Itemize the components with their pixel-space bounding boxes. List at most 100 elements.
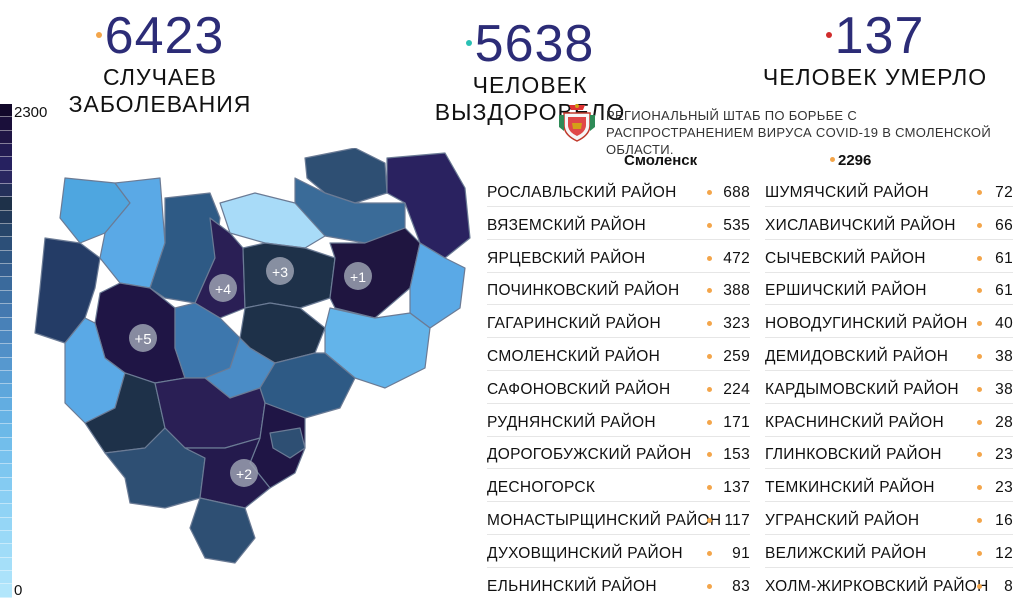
district-shape[interactable] (219, 192, 326, 249)
district-row: ШУМЯЧСКИЙ РАЙОН 72 (765, 178, 1013, 207)
district-name: СЫЧЕВСКИЙ РАЙОН (765, 249, 926, 267)
bullet-icon (977, 419, 982, 425)
legend-band (0, 557, 12, 572)
recovered-count: 5638 (474, 15, 595, 73)
legend-band (0, 277, 12, 291)
cases-label: СЛУЧАЕВ ЗАБОЛЕВАНИЯ (68, 64, 252, 117)
district-value: 91 (732, 544, 750, 562)
legend-band (0, 437, 12, 451)
district-name: ВЕЛИЖСКИЙ РАЙОН (765, 544, 927, 562)
district-name: РУДНЯНСКИЙ РАЙОН (487, 413, 656, 431)
bullet-icon (977, 255, 982, 261)
legend-band (0, 224, 12, 238)
district-value: 259 (723, 348, 750, 365)
legend-band (0, 424, 12, 438)
hq-heading: РЕГИОНАЛЬНЫЙ ШТАБ ПО БОРЬБЕ С РАСПРОСТРА… (606, 108, 991, 157)
bullet-icon (707, 288, 712, 294)
legend-band (0, 544, 12, 558)
district-shape[interactable] (269, 427, 306, 459)
recovered-stat: 5638 ЧЕЛОВЕК ВЫЗДОРОВЕЛО (380, 18, 680, 126)
smolensk-name: Смоленск (624, 152, 698, 169)
district-row: ХИСЛАВИЧСКИЙ РАЙОН 66 (765, 211, 1013, 240)
district-row: ВЕЛИЖСКИЙ РАЙОН 12 (765, 539, 1013, 568)
district-row: ВЯЗЕМСКИЙ РАЙОН 535 (487, 211, 750, 240)
legend-band (0, 584, 12, 598)
legend-band (0, 370, 12, 385)
badge-circle (230, 459, 258, 487)
legend-max-label: 2300 (14, 104, 48, 121)
district-value: 16 (995, 512, 1013, 529)
bullet-icon (707, 386, 712, 392)
district-value: 40 (995, 315, 1013, 333)
district-row: МОНАСТЫРЩИНСКИЙ РАЙОН 117 (487, 506, 750, 535)
district-row: ЕЛЬНИНСКИЙ РАЙОН 83 (487, 572, 750, 600)
district-shape[interactable] (184, 437, 271, 509)
legend-band (0, 157, 12, 171)
district-shape[interactable] (189, 497, 256, 564)
district-row: ГЛИНКОВСКИЙ РАЙОН 23 (765, 440, 1013, 470)
legend-band (0, 170, 12, 185)
bullet-icon (977, 550, 982, 556)
legend-band (0, 237, 12, 251)
coat-of-arms-icon (559, 104, 595, 142)
district-value: 66 (995, 216, 1013, 234)
district-row: ЯРЦЕВСКИЙ РАЙОН 472 (487, 244, 750, 273)
bullet-icon (707, 518, 712, 523)
badge-circle (129, 324, 157, 352)
district-value: 23 (995, 446, 1013, 464)
bullet-icon (707, 485, 712, 491)
district-shape[interactable] (409, 242, 466, 329)
legend-band (0, 250, 12, 265)
district-row: НОВОДУГИНСКИЙ РАЙОН 40 (765, 309, 1013, 339)
district-value: 472 (723, 249, 750, 267)
district-name: РОСЛАВЛЬСКИЙ РАЙОН (487, 184, 677, 201)
district-row: РОСЛАВЛЬСКИЙ РАЙОН 688 (487, 178, 750, 207)
badges: +5 +4 +3 +1 +2 (129, 257, 372, 487)
district-name: ГАГАРИНСКИЙ РАЙОН (487, 315, 662, 333)
legend-band (0, 330, 12, 345)
bullet-icon (977, 452, 982, 458)
cases-count: 6423 (104, 7, 225, 65)
badge-circle (344, 262, 372, 290)
deaths-count: 137 (834, 7, 925, 65)
district-name: ШУМЯЧСКИЙ РАЙОН (765, 184, 929, 201)
district-name: ПОЧИНКОВСКИЙ РАЙОН (487, 282, 680, 300)
legend-band (0, 104, 12, 118)
district-value: 388 (723, 282, 750, 300)
district-shape[interactable] (304, 148, 388, 204)
district-shape[interactable] (329, 227, 421, 319)
district-row: ЕРШИЧСКИЙ РАЙОН 61 (765, 276, 1013, 306)
smolensk-bullet-icon (830, 157, 835, 162)
legend-band (0, 384, 12, 398)
legend-band (0, 531, 12, 545)
district-value: 323 (723, 315, 750, 333)
district-name: ХОЛМ-ЖИРКОВСКИЙ РАЙОН (765, 577, 989, 595)
legend-band (0, 210, 12, 225)
district-value: 83 (732, 577, 750, 595)
bullet-icon (707, 452, 712, 458)
district-value: 117 (724, 512, 750, 529)
bullet-icon (977, 354, 982, 359)
legend-band (0, 357, 12, 371)
legend-band (0, 464, 12, 478)
district-row: УГРАНСКИЙ РАЙОН 16 (765, 506, 1013, 535)
district-row: СМОЛЕНСКИЙ РАЙОН 259 (487, 342, 750, 371)
district-row: ДУХОВЩИНСКИЙ РАЙОН 91 (487, 539, 750, 568)
district-name: ГЛИНКОВСКИЙ РАЙОН (765, 446, 942, 464)
legend-band (0, 410, 12, 425)
district-value: 171 (723, 413, 750, 431)
bullet-icon (977, 485, 982, 491)
district-row: КАРДЫМОВСКИЙ РАЙОН 38 (765, 375, 1013, 404)
district-value: 224 (723, 380, 750, 398)
color-scale-legend (0, 104, 12, 598)
district-name: МОНАСТЫРЩИНСКИЙ РАЙОН (487, 512, 722, 529)
region-map: +5 +4 +3 +1 +2 (34, 148, 471, 564)
badge-label: +5 (134, 331, 151, 348)
district-shape[interactable] (324, 307, 431, 389)
district-name: ЕРШИЧСКИЙ РАЙОН (765, 282, 927, 300)
district-row: САФОНОВСКИЙ РАЙОН 224 (487, 375, 750, 404)
bullet-icon (707, 255, 712, 261)
district-name: САФОНОВСКИЙ РАЙОН (487, 380, 671, 398)
bullet-icon (977, 222, 982, 228)
district-name: УГРАНСКИЙ РАЙОН (765, 512, 920, 529)
